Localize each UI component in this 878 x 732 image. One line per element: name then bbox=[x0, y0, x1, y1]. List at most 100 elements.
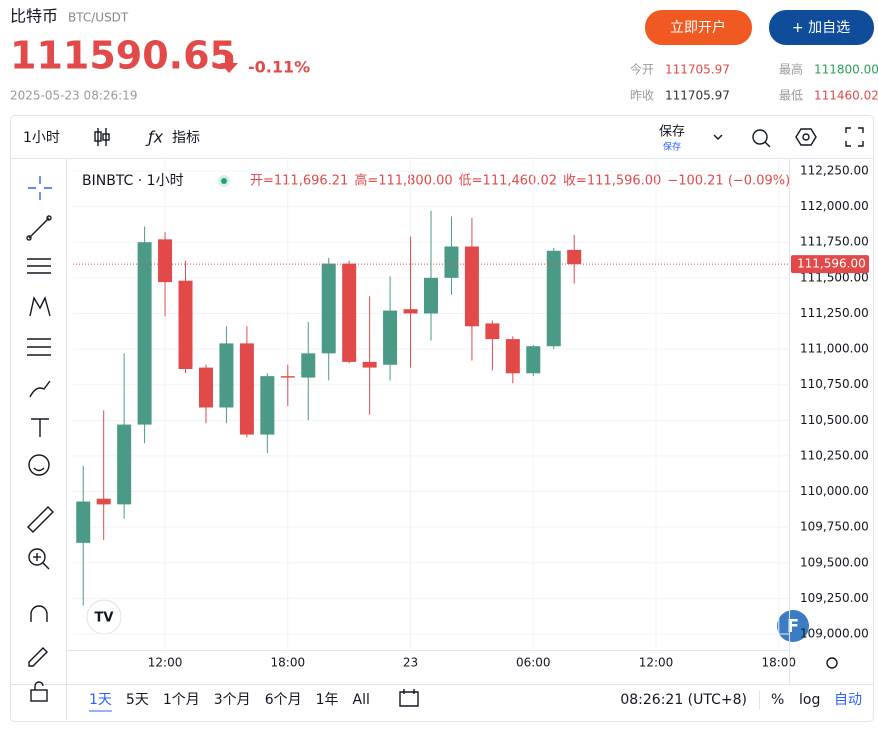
zoom-icon[interactable] bbox=[28, 548, 50, 570]
magnet-icon[interactable] bbox=[30, 605, 48, 622]
scale-options: % log 自动 bbox=[771, 692, 862, 708]
range-button[interactable]: 5天 bbox=[126, 692, 149, 708]
candle-body bbox=[137, 242, 152, 425]
alert-icon[interactable] bbox=[752, 129, 771, 148]
stat-label: 今开 bbox=[630, 62, 654, 77]
save-sub[interactable]: 保存 bbox=[663, 141, 681, 153]
brush-icon[interactable] bbox=[29, 380, 51, 398]
scale-option[interactable]: % bbox=[771, 692, 784, 708]
emoji-icon[interactable] bbox=[28, 454, 50, 476]
y-tick-label: 109,000.00 bbox=[800, 627, 869, 641]
candle-body bbox=[198, 367, 213, 408]
candle-body bbox=[567, 249, 582, 265]
clock: 08:26:21 (UTC+8) bbox=[620, 692, 747, 708]
indicators[interactable]: 指标 bbox=[172, 130, 200, 146]
stat-label: 最低 bbox=[779, 89, 803, 103]
candle-body bbox=[260, 376, 275, 435]
timestamp: 2025-05-23 08:26:19 bbox=[10, 89, 137, 103]
candle-body bbox=[403, 309, 418, 314]
x-tick-label: 06:00 bbox=[516, 656, 551, 670]
pattern-tool-icon[interactable] bbox=[29, 296, 51, 317]
watchlist-label[interactable]: + 加自选 bbox=[792, 20, 850, 36]
y-tick-label: 109,750.00 bbox=[800, 520, 869, 534]
y-tick-label: 110,000.00 bbox=[800, 484, 869, 498]
range-buttons: 1天 5天 1个月 3个月 6个月 1年 All bbox=[89, 692, 370, 712]
stat-label: 最高 bbox=[779, 62, 803, 77]
crosshair-icon[interactable] bbox=[28, 176, 52, 200]
y-tick-label: 110,500.00 bbox=[800, 413, 869, 427]
y-tick-label: 110,250.00 bbox=[800, 448, 869, 462]
range-button[interactable]: 1年 bbox=[316, 692, 339, 708]
stat-label: 昨收 bbox=[630, 89, 654, 103]
y-tick-label: 109,500.00 bbox=[800, 555, 869, 569]
y-tick-label: 111,500.00 bbox=[800, 270, 869, 284]
line-tool-icon[interactable] bbox=[26, 215, 52, 241]
legend-change: −100.21 (−0.09%) bbox=[667, 174, 790, 189]
legend-symbol: BINBTC · 1小时 bbox=[82, 173, 184, 189]
fx-icon[interactable]: ƒx bbox=[145, 128, 164, 147]
y-tick-label: 112,250.00 bbox=[800, 163, 869, 177]
x-tick-label: 12:00 bbox=[148, 656, 183, 670]
settings-icon-core bbox=[802, 133, 810, 141]
plot: 109,000.00 109,250.00 109,500.00 109,750.00… bbox=[67, 158, 869, 684]
watchlist-button[interactable] bbox=[769, 10, 874, 45]
x-tick-label: 18:00 bbox=[761, 656, 796, 670]
y-tick-label: 110,750.00 bbox=[800, 377, 869, 391]
candle-body bbox=[280, 376, 295, 378]
legend-item: 收=111,596.00 bbox=[563, 174, 661, 189]
candle-body bbox=[362, 361, 377, 368]
chart-type-icon[interactable] bbox=[94, 128, 110, 146]
stat-value: 111705.97 bbox=[665, 89, 730, 103]
range-button[interactable]: 1天 bbox=[89, 692, 112, 708]
range-button[interactable]: All bbox=[353, 692, 370, 708]
save[interactable]: 保存 bbox=[659, 125, 685, 140]
forecast-tool-icon[interactable] bbox=[27, 338, 51, 356]
candle-body bbox=[76, 501, 91, 543]
x-tick-label: 12:00 bbox=[639, 656, 674, 670]
y-tick-label: 111,750.00 bbox=[800, 235, 869, 249]
x-tick-label: 23 bbox=[403, 656, 418, 670]
ruler-icon[interactable] bbox=[27, 506, 54, 533]
settings-icon[interactable] bbox=[795, 128, 817, 146]
live-dot-core bbox=[221, 178, 227, 184]
legend-items: 开=111,696.21 高=111,800.00 低=111,460.02 收=11… bbox=[250, 173, 790, 189]
date-range-icon[interactable] bbox=[399, 689, 419, 707]
scale-option[interactable]: log bbox=[799, 692, 820, 708]
down-arrow bbox=[220, 55, 238, 73]
range-button[interactable]: 6个月 bbox=[265, 692, 302, 708]
fullscreen-icon[interactable] bbox=[845, 127, 864, 147]
legend-item: 开=111,696.21 bbox=[250, 174, 348, 189]
lock-icon[interactable] bbox=[30, 681, 48, 702]
candle-body bbox=[96, 498, 111, 505]
symbol: BTC/USDT bbox=[68, 11, 129, 25]
dropdown[interactable] bbox=[713, 134, 723, 140]
y-tick-label: 111,000.00 bbox=[800, 342, 869, 356]
interval[interactable]: 1小时 bbox=[23, 130, 60, 146]
candle-body bbox=[117, 424, 132, 505]
axis-settings-icon[interactable] bbox=[826, 657, 838, 669]
range-button[interactable]: 3个月 bbox=[214, 692, 251, 708]
legend-item: 高=111,800.00 bbox=[354, 173, 452, 189]
candle-body bbox=[342, 263, 357, 362]
y-tick-label: 111,250.00 bbox=[800, 306, 869, 320]
open-account-button[interactable] bbox=[645, 10, 752, 45]
candle-body bbox=[444, 246, 459, 278]
open-account-label[interactable]: 立即开户 bbox=[670, 19, 726, 36]
candle-body bbox=[546, 250, 561, 347]
y-tick-label: 109,250.00 bbox=[800, 591, 869, 605]
scale-option[interactable]: 自动 bbox=[834, 692, 862, 708]
text-icon[interactable] bbox=[31, 418, 49, 437]
candle-body bbox=[178, 280, 193, 370]
fib-tool-icon[interactable] bbox=[27, 258, 51, 274]
tv-logo-text: TV bbox=[95, 611, 114, 626]
price: 111590.65 bbox=[10, 34, 236, 78]
range-button[interactable]: 1个月 bbox=[163, 692, 200, 708]
lock-draw-icon[interactable] bbox=[28, 647, 48, 667]
candle-body bbox=[383, 310, 398, 365]
candle-body bbox=[239, 343, 254, 435]
stat-value: 111460.02 bbox=[814, 89, 878, 103]
candle-body bbox=[158, 239, 173, 283]
chart-panel bbox=[10, 115, 874, 722]
candle-body bbox=[219, 343, 234, 408]
